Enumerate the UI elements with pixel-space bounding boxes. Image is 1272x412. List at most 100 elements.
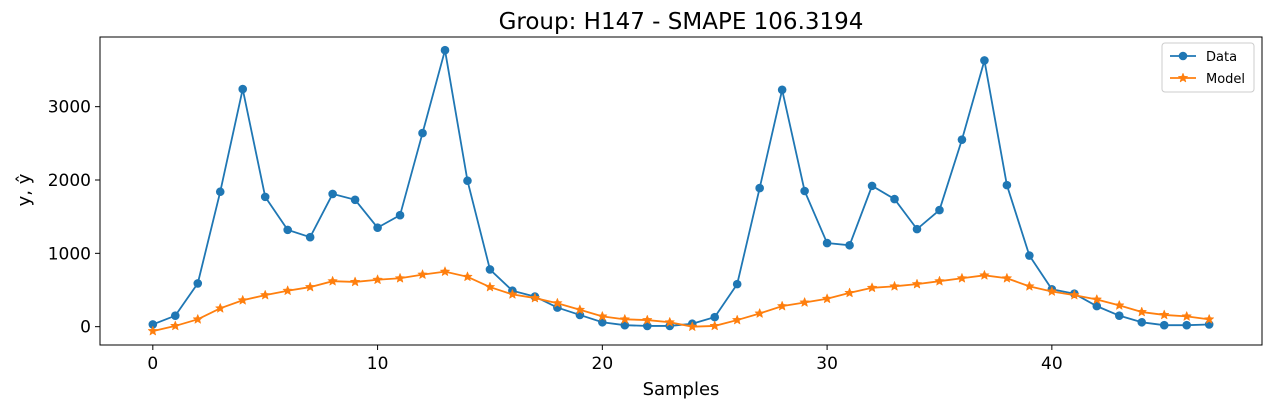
data-point-data — [1182, 320, 1192, 330]
data-point-model — [1113, 299, 1125, 310]
data-point-model — [596, 310, 608, 321]
y-tick-label: 1000 — [48, 244, 91, 264]
series-line-model — [152, 270, 1210, 332]
data-point-data — [777, 85, 787, 95]
data-point-data — [1025, 251, 1034, 260]
legend-label-data: Data — [1206, 50, 1237, 65]
data-point-data — [305, 232, 315, 242]
data-point-data — [283, 225, 292, 235]
data-point-model — [799, 296, 811, 308]
data-point-model — [776, 300, 788, 311]
data-point-data — [822, 238, 832, 248]
data-point-model — [394, 272, 406, 283]
data-point-model — [1203, 313, 1215, 324]
data-point-model — [979, 269, 990, 280]
data-point-data — [463, 176, 472, 186]
y-axis-label: y, ŷ — [14, 173, 35, 206]
data-point-data — [935, 205, 944, 215]
data-point-model — [349, 276, 361, 287]
data-point-data — [238, 84, 248, 94]
data-point-data — [1114, 311, 1124, 320]
axes: 0 10 20 30 40 0 1000 2000 3000 — [48, 36, 1263, 374]
data-point-data — [1002, 180, 1012, 190]
data-point-model — [844, 287, 855, 298]
data-point-model — [259, 289, 271, 300]
data-point-model — [1046, 285, 1058, 297]
y-tick-label: 0 — [80, 318, 91, 338]
data-point-data — [642, 321, 652, 331]
x-tick-label: 20 — [592, 354, 614, 374]
data-point-data — [755, 183, 764, 193]
legend-marker-model — [1177, 72, 1189, 83]
data-point-model — [529, 292, 541, 303]
chart-title: Group: H147 - SMAPE 106.3194 — [499, 9, 864, 35]
data-point-model — [754, 307, 766, 319]
data-point-data — [980, 56, 989, 65]
data-point-model — [1091, 293, 1103, 305]
data-point-data — [710, 312, 720, 322]
data-point-data — [800, 186, 809, 196]
legend: Data Model — [1161, 42, 1255, 93]
x-tick-label: 40 — [1041, 354, 1063, 374]
data-point-data — [373, 223, 382, 232]
data-point-model — [214, 302, 226, 313]
data-point-data — [215, 187, 225, 197]
data-point-data — [148, 320, 158, 329]
data-point-model — [439, 266, 451, 277]
data-point-model — [147, 325, 159, 336]
data-point-model — [619, 313, 631, 324]
legend-label-model: Model — [1206, 72, 1245, 87]
data-point-model — [889, 280, 900, 291]
data-point-data — [1159, 320, 1169, 330]
data-point-model — [821, 293, 833, 304]
data-point-model — [1181, 310, 1193, 321]
data-point-model — [304, 281, 316, 292]
x-tick-label: 0 — [147, 354, 158, 374]
series-layer — [147, 45, 1215, 336]
x-tick-label: 10 — [367, 354, 389, 374]
plot-frame — [99, 36, 1263, 346]
data-point-model — [417, 268, 428, 280]
data-point-data — [1137, 317, 1147, 327]
data-point-model — [731, 314, 743, 325]
y-tick-label: 3000 — [48, 98, 91, 118]
data-point-data — [260, 192, 270, 202]
data-point-model — [934, 275, 945, 286]
data-point-model — [327, 275, 339, 286]
data-point-model — [1136, 306, 1148, 317]
data-point-model — [484, 281, 496, 292]
data-point-model — [1068, 289, 1080, 300]
y-tick-label: 2000 — [48, 171, 91, 191]
data-point-model — [1158, 309, 1170, 320]
data-point-model — [686, 321, 698, 332]
x-axis-label: Samples — [643, 379, 720, 400]
data-point-data — [867, 181, 877, 191]
data-point-data — [350, 195, 360, 205]
series-model — [147, 266, 1215, 336]
data-point-model — [664, 316, 676, 327]
data-point-data — [170, 311, 180, 320]
data-point-model — [911, 278, 923, 289]
data-point-model — [192, 313, 204, 324]
data-point-model — [574, 304, 586, 315]
data-point-data — [328, 189, 337, 199]
data-point-data — [598, 317, 607, 327]
data-point-data — [732, 279, 742, 289]
data-point-model — [462, 271, 473, 282]
data-point-data — [912, 224, 922, 234]
legend-item-data: Data — [1170, 50, 1237, 65]
data-point-data — [1092, 301, 1102, 311]
data-point-model — [169, 320, 181, 331]
data-point-data — [440, 45, 450, 55]
data-point-data — [620, 320, 630, 330]
data-point-model — [709, 320, 721, 331]
data-point-model — [237, 294, 249, 305]
data-point-data — [193, 279, 203, 288]
data-point-model — [282, 285, 294, 296]
data-point-model — [1001, 272, 1013, 283]
data-point-model — [956, 272, 968, 283]
data-point-model — [1023, 280, 1035, 291]
data-point-model — [866, 282, 878, 293]
